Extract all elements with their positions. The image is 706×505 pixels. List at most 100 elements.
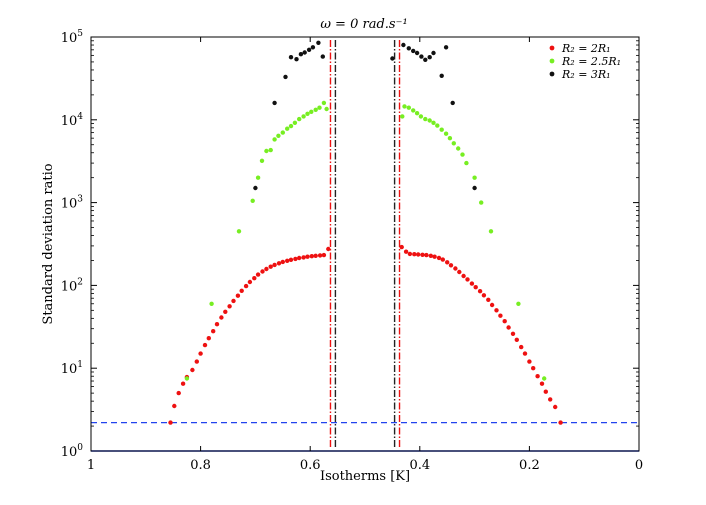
data-point: [539, 381, 545, 386]
x-tick-label: 0: [635, 458, 643, 473]
data-point: [412, 252, 417, 257]
y-tick-label: 103: [61, 195, 84, 212]
data-point: [272, 262, 277, 268]
x-tick-label: 1: [87, 458, 95, 473]
data-point: [460, 152, 465, 157]
data-point: [406, 46, 411, 51]
data-point: [272, 137, 277, 142]
data-point: [439, 127, 444, 132]
data-point: [420, 252, 425, 257]
data-point: [305, 254, 310, 259]
data-point: [428, 253, 433, 258]
data-point: [448, 263, 454, 268]
data-point: [436, 255, 442, 261]
data-point: [294, 57, 299, 62]
data-point: [399, 244, 404, 250]
data-point: [168, 420, 173, 425]
data-point: [260, 269, 265, 274]
data-point: [255, 175, 261, 180]
data-point: [443, 45, 449, 50]
data-point: [247, 279, 253, 285]
data-point: [288, 123, 294, 129]
data-point: [172, 403, 177, 409]
data-point: [236, 229, 242, 234]
data-point: [535, 374, 540, 379]
data-point: [423, 57, 428, 62]
legend-marker: [549, 45, 555, 51]
data-point: [457, 269, 462, 275]
data-point: [305, 111, 310, 117]
data-point: [259, 158, 265, 163]
data-point: [293, 256, 298, 262]
data-point: [280, 130, 285, 135]
data-point: [190, 367, 195, 373]
data-point: [558, 420, 563, 425]
data-point: [264, 148, 269, 154]
data-point: [431, 120, 436, 126]
data-point: [502, 319, 507, 324]
legend-marker: [549, 58, 555, 64]
data-point: [219, 315, 224, 320]
x-tick-label: 0.2: [519, 458, 540, 473]
data-point: [424, 252, 429, 258]
data-point: [326, 246, 331, 252]
data-point: [292, 120, 298, 126]
data-point: [553, 404, 558, 410]
data-point: [472, 185, 477, 191]
data-point: [445, 260, 450, 265]
data-point: [276, 133, 281, 138]
data-point: [320, 54, 325, 59]
data-point: [313, 253, 318, 258]
data-point: [519, 344, 524, 350]
data-point: [321, 252, 327, 258]
data-point: [288, 55, 294, 60]
data-point: [461, 273, 466, 279]
data-point: [432, 254, 437, 259]
data-point: [321, 100, 327, 106]
data-point: [477, 289, 483, 294]
data-point: [235, 293, 241, 298]
data-point: [406, 105, 411, 110]
y-tick-label: 100: [61, 443, 84, 460]
data-point: [531, 366, 536, 371]
data-point: [527, 359, 532, 364]
data-point: [298, 52, 304, 57]
series: [253, 40, 477, 191]
data-point: [316, 40, 321, 45]
data-point: [264, 266, 269, 272]
data-point: [268, 147, 273, 153]
data-point: [310, 45, 316, 50]
data-point: [253, 185, 258, 191]
data-point: [479, 200, 484, 205]
data-point: [255, 272, 261, 277]
data-point: [414, 111, 420, 116]
data-point: [297, 116, 302, 122]
data-point: [435, 123, 440, 128]
data-point: [411, 48, 416, 54]
data-point: [309, 254, 314, 259]
x-tick-label: 0.6: [300, 458, 321, 473]
data-point: [202, 342, 208, 348]
data-point: [280, 259, 285, 265]
data-point: [431, 50, 436, 56]
data-point: [402, 104, 407, 109]
x-axis-label: Isotherms [K]: [320, 469, 410, 484]
plot-frame: [90, 36, 640, 452]
data-point: [439, 73, 444, 79]
data-point: [481, 293, 487, 298]
data-point: [214, 322, 220, 327]
x-tick-label: 0.8: [190, 458, 211, 473]
data-point: [272, 100, 277, 106]
data-point: [276, 261, 282, 266]
data-point: [180, 381, 186, 386]
data-point: [407, 251, 413, 257]
data-point: [176, 390, 181, 396]
data-point: [514, 337, 519, 342]
data-point: [423, 116, 428, 122]
data-point: [506, 325, 511, 330]
data-point: [427, 118, 432, 123]
chart-title: ω = 0 rad.s⁻¹: [320, 17, 407, 32]
data-point: [301, 255, 306, 260]
data-point: [450, 100, 455, 106]
